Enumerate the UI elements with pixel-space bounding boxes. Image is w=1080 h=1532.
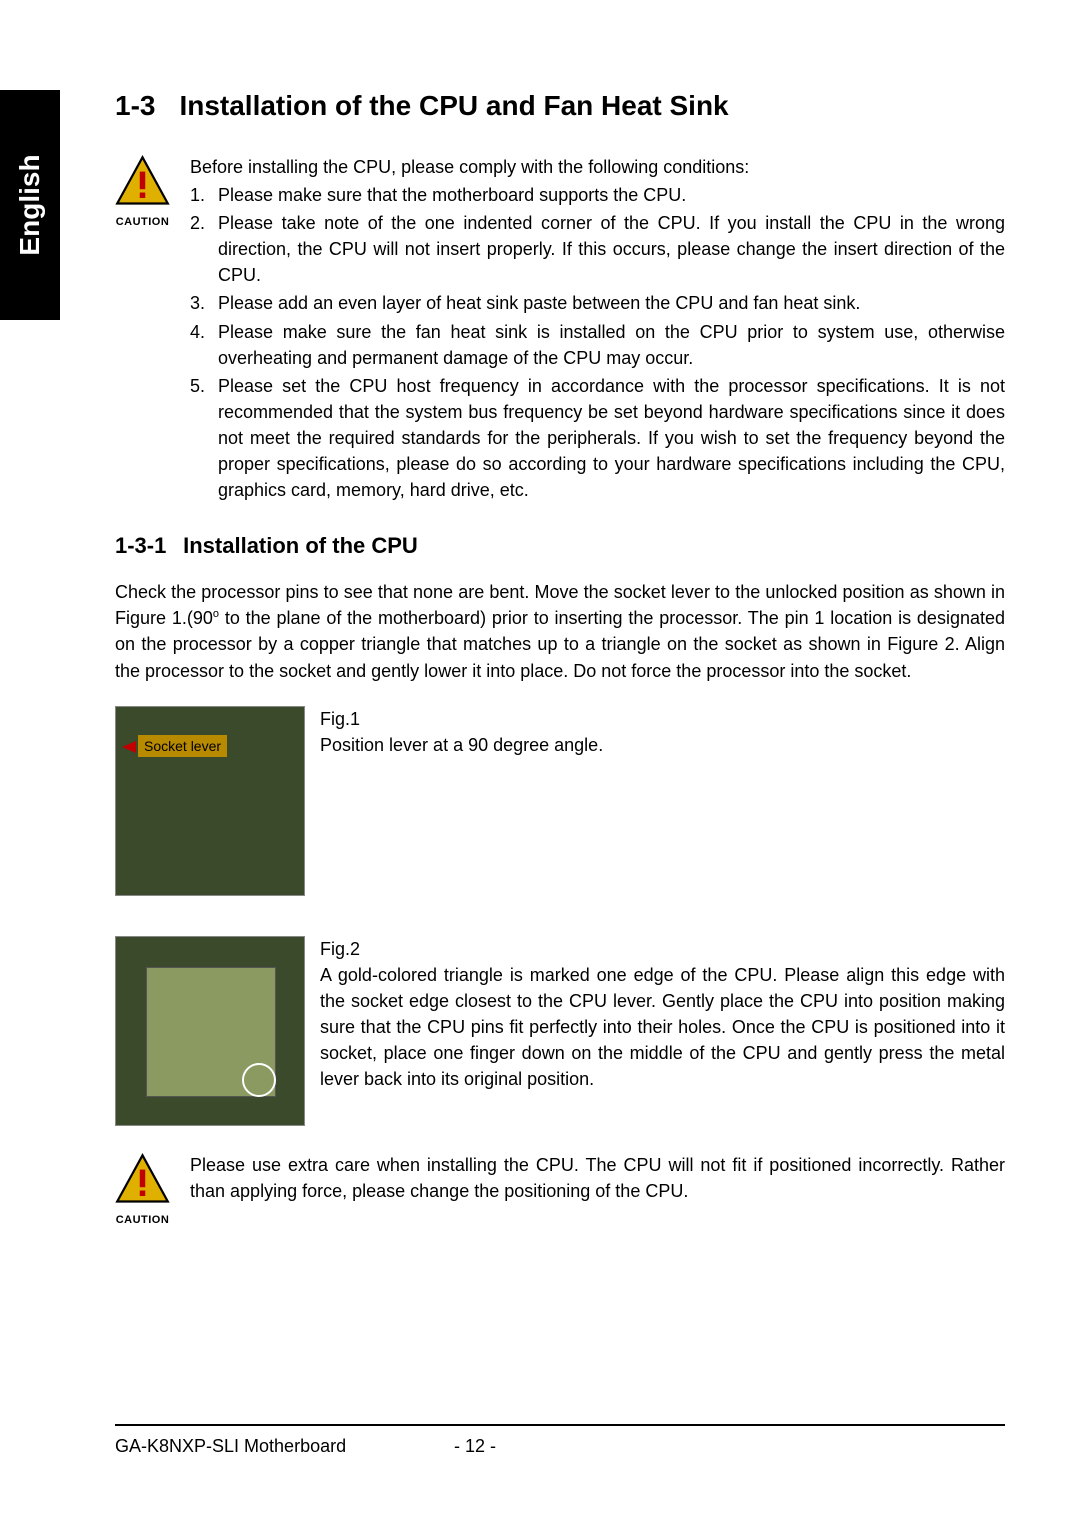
caution-label: CAUTION [115, 216, 170, 228]
figure-1-caption: Fig.1 Position lever at a 90 degree angl… [320, 706, 1005, 896]
figure-1-image: Socket lever [115, 706, 305, 896]
caution-item: 1.Please make sure that the motherboard … [190, 182, 1005, 208]
body-paragraph: Check the processor pins to see that non… [115, 579, 1005, 683]
subsection-title: Installation of the CPU [183, 533, 418, 558]
figure-2-circle-icon [242, 1063, 276, 1097]
page-content: 1-3 Installation of the CPU and Fan Heat… [115, 90, 1005, 1226]
section-number: 1-3 [115, 90, 175, 122]
caution-item: 4.Please make sure the fan heat sink is … [190, 319, 1005, 371]
figure-2-image [115, 936, 305, 1126]
section-title: Installation of the CPU and Fan Heat Sin… [179, 90, 728, 121]
subsection-heading: 1-3-1 Installation of the CPU [115, 533, 1005, 559]
caution-triangle-icon [115, 154, 170, 209]
paragraph-post: to the plane of the motherboard) prior t… [115, 608, 1005, 680]
caution-item-num: 4. [190, 319, 218, 371]
figure-2-image-column [115, 936, 320, 1126]
caution-item: 2.Please take note of the one indented c… [190, 210, 1005, 288]
figure-1-image-column: Socket lever [115, 706, 320, 896]
caution-item-text: Please make sure the fan heat sink is in… [218, 319, 1005, 371]
caution-item: 5.Please set the CPU host frequency in a… [190, 373, 1005, 503]
caution-item-num: 5. [190, 373, 218, 503]
caution-item-text: Please make sure that the motherboard su… [218, 182, 1005, 208]
caution-icon-column: CAUTION [115, 154, 190, 503]
figure-1-caption-title: Fig.1 [320, 706, 1005, 732]
section-heading: 1-3 Installation of the CPU and Fan Heat… [115, 90, 1005, 122]
figure-2-row: Fig.2 A gold-colored triangle is marked … [115, 936, 1005, 1126]
caution-icon-column: CAUTION [115, 1152, 190, 1226]
caution-block: CAUTION Before installing the CPU, pleas… [115, 154, 1005, 503]
caution-item-text: Please take note of the one indented cor… [218, 210, 1005, 288]
caution-intro: Before installing the CPU, please comply… [190, 154, 1005, 180]
figure-2-caption-text: A gold-colored triangle is marked one ed… [320, 962, 1005, 1092]
caution-label: CAUTION [115, 1214, 170, 1226]
page-footer: GA-K8NXP-SLI Motherboard - 12 - [115, 1424, 1005, 1457]
caution-block-2: CAUTION Please use extra care when insta… [115, 1152, 1005, 1226]
caution-item-text: Please set the CPU host frequency in acc… [218, 373, 1005, 503]
caution-text: Before installing the CPU, please comply… [190, 154, 1005, 503]
language-tab-text: English [14, 154, 46, 255]
figure-2-caption: Fig.2 A gold-colored triangle is marked … [320, 936, 1005, 1126]
figure-1-row: Socket lever Fig.1 Position lever at a 9… [115, 706, 1005, 896]
caution-item-num: 2. [190, 210, 218, 288]
caution-item-num: 1. [190, 182, 218, 208]
subsection-number: 1-3-1 [115, 533, 177, 559]
caution-item-text: Please add an even layer of heat sink pa… [218, 290, 1005, 316]
caution-item-num: 3. [190, 290, 218, 316]
footer-page-number: - 12 - [445, 1436, 505, 1457]
language-tab: English [0, 90, 60, 320]
caution-triangle-icon [115, 1152, 170, 1207]
caution-list: 1.Please make sure that the motherboard … [190, 182, 1005, 503]
figure-1-caption-text: Position lever at a 90 degree angle. [320, 732, 1005, 758]
caution-item: 3.Please add an even layer of heat sink … [190, 290, 1005, 316]
footer-product: GA-K8NXP-SLI Motherboard [115, 1436, 445, 1457]
figure-1-overlay-label: Socket lever [138, 735, 227, 757]
figure-1-arrow-icon [122, 741, 136, 753]
figure-2-caption-title: Fig.2 [320, 936, 1005, 962]
caution-2-text: Please use extra care when installing th… [190, 1152, 1005, 1204]
